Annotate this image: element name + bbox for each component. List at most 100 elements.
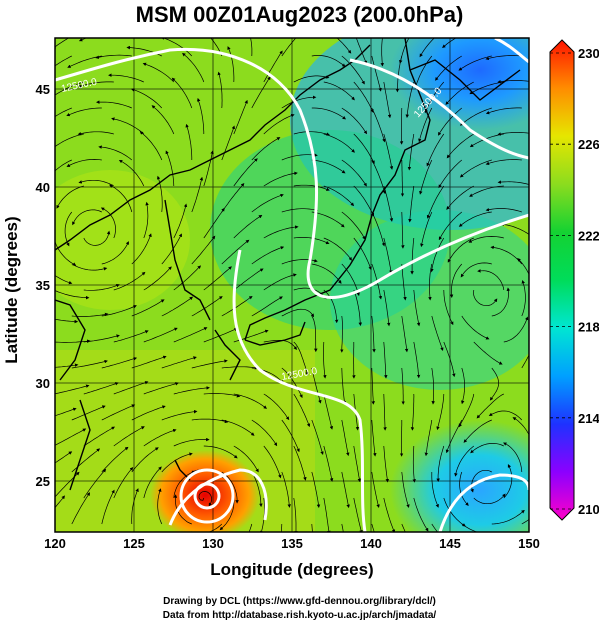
streamline [71,492,91,525]
streamline [380,38,385,67]
streamline [311,263,342,284]
streamline [233,99,248,135]
streamline [294,0,301,30]
streamline [503,442,523,473]
streamline [143,266,172,291]
streamline [101,241,129,265]
streamline [413,497,429,532]
streamline [18,56,42,81]
streamline [219,497,235,531]
streamline [263,225,299,239]
streamline [420,211,433,248]
x-tick-label: 140 [360,536,382,551]
streamline [353,237,372,271]
streamline [383,497,396,532]
streamline [293,75,330,83]
x-tick-label: 130 [202,536,224,551]
streamline [426,133,445,167]
streamline [55,407,77,417]
streamline [442,38,457,48]
streamline [77,131,114,136]
streamline [311,367,322,404]
streamline [28,30,54,54]
streamline [191,235,216,265]
streamline [311,159,346,174]
streamline [488,410,523,421]
streamline [500,222,529,235]
streamline [401,471,410,508]
streamline [263,393,290,421]
streamline [371,211,386,247]
streamline [454,445,475,477]
streamline [431,472,439,508]
y-tick-label: 40 [36,180,50,195]
streamline [491,509,525,525]
colorbar-tick-label: 214 [578,411,599,426]
x-tick-label: 145 [439,536,461,551]
streamline [431,315,444,352]
x-tick-label: 135 [281,536,303,551]
streamline [72,209,102,226]
streamline [438,159,463,189]
streamline [161,356,197,369]
streamline [113,271,146,291]
streamline [293,497,298,532]
streamline [55,451,73,464]
streamline [341,263,360,297]
streamline [293,131,330,136]
streamline [383,289,391,327]
streamline [77,81,114,88]
streamline [281,471,291,508]
streamline [461,523,479,532]
streamline [293,393,311,428]
colorbar-tick-label: 230 [578,46,599,61]
streamline [55,275,73,285]
streamline [221,182,245,213]
streamline [71,405,106,421]
height-contours [55,38,529,532]
streamline [263,445,282,479]
streamline [139,131,163,161]
streamline [221,365,259,370]
streamline [191,296,223,317]
streamline [459,471,469,507]
streamline [100,207,116,239]
x-tick-label: 150 [518,536,540,551]
streamline [143,327,178,343]
streamline [323,185,355,207]
streamline [293,184,330,191]
streamline [383,237,393,274]
streamline [512,417,529,436]
streamline [460,262,492,278]
streamline [458,211,492,227]
x-tick-label: 120 [44,536,66,551]
streamline [203,327,238,343]
streamline [182,52,205,83]
streamline [419,159,433,195]
streamline [248,523,253,532]
streamline [341,419,350,457]
streamline [83,426,116,447]
streamline [161,233,182,265]
streamline [410,237,415,275]
colorbar-body [549,39,575,521]
streamline [469,185,504,197]
streamline [227,46,235,83]
streamline [383,133,394,170]
streamline [410,393,415,431]
streamline [532,360,536,394]
streamline [71,359,108,369]
streamline [401,315,409,353]
streamline [71,448,101,473]
streamline [323,289,339,324]
streamline [173,494,192,525]
streamline [55,495,65,509]
streamline [401,263,407,301]
streamline [323,393,334,430]
streamline [173,203,188,239]
streamline [203,393,241,398]
streamline [431,523,438,532]
streamline [371,367,375,405]
streamline [341,523,344,532]
